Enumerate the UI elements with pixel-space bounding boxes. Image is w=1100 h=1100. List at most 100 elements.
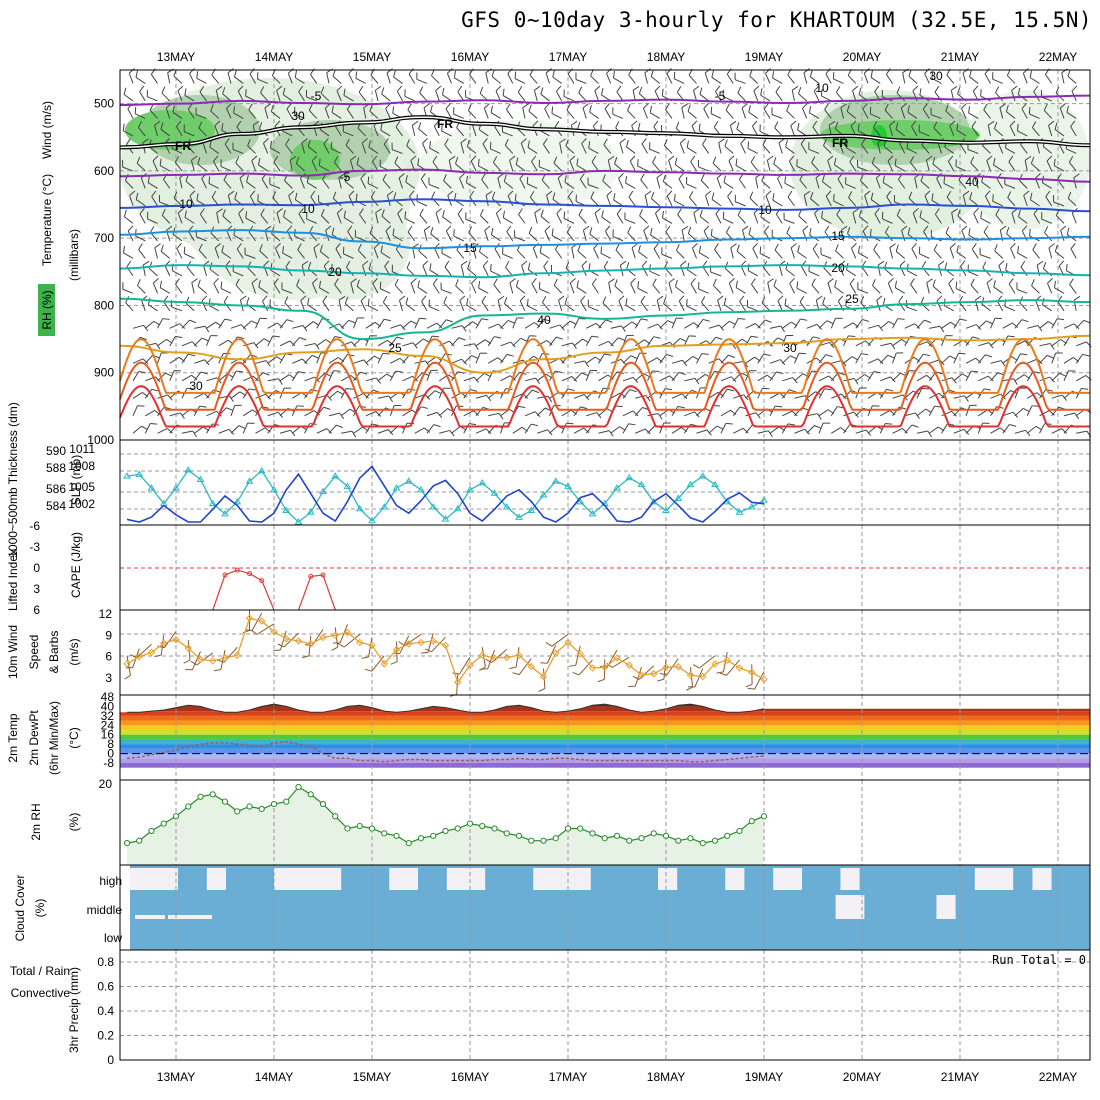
upper-air-barb-shaft <box>176 126 183 137</box>
upper-air-barb-shaft <box>197 163 207 172</box>
upper-air-barb-shaft <box>863 72 869 84</box>
upper-air-barb-flag <box>540 87 544 95</box>
upper-air-barb-flag <box>258 157 261 166</box>
upper-air-barb <box>723 297 734 312</box>
upper-air-barb <box>279 353 293 364</box>
upper-air-barb-shaft <box>1004 183 1016 189</box>
upper-air-barb <box>485 68 492 84</box>
upper-air-barb <box>911 120 918 137</box>
upper-air-barb-shaft <box>132 392 143 399</box>
upper-air-barb <box>271 227 281 242</box>
upper-air-barb <box>336 85 343 102</box>
upper-air-barb <box>671 405 685 417</box>
upper-air-barb-flag <box>348 68 354 74</box>
upper-air-barb <box>306 212 317 224</box>
upper-air-barb-flag <box>701 296 706 303</box>
upper-air-barb <box>338 173 345 189</box>
upper-air-barb <box>782 410 798 417</box>
upper-air-barb-shaft <box>516 127 526 137</box>
upper-air-barb-flag <box>1023 190 1030 196</box>
upper-air-barb-shaft <box>930 114 942 119</box>
upper-air-barb <box>684 411 700 418</box>
upper-air-barb-shaft <box>699 216 710 224</box>
upper-air-barb-flag <box>906 141 909 149</box>
upper-air-barb <box>840 103 847 119</box>
upper-air-barb-flag <box>895 122 899 130</box>
upper-air-barb <box>589 105 599 119</box>
upper-air-barb-flag <box>553 278 558 286</box>
upper-air-barb-flag <box>1053 158 1056 166</box>
upper-air-barb <box>820 247 832 259</box>
upper-air-barb-shaft <box>998 265 1004 277</box>
upper-air-barb <box>541 296 550 312</box>
upper-air-barb-shaft <box>1006 75 1016 84</box>
upper-air-barb <box>892 428 908 434</box>
upper-air-barb-shaft <box>405 303 416 312</box>
upper-air-barb-flag <box>576 280 579 288</box>
upper-air-barb-flag <box>620 260 627 266</box>
upper-air-barb-shaft <box>725 109 734 119</box>
upper-air-barb-shaft <box>514 78 526 84</box>
upper-air-barb-flag <box>184 88 187 96</box>
upper-air-barb <box>863 68 870 84</box>
upper-air-barb <box>561 422 574 434</box>
upper-air-barb <box>769 371 784 382</box>
upper-air-barb <box>861 138 869 154</box>
upper-air-barb-shaft <box>704 72 710 84</box>
upper-air-barb-flag <box>884 103 889 111</box>
upper-air-barb <box>643 225 650 242</box>
upper-air-barb-shaft <box>377 353 384 364</box>
upper-air-barb-shaft <box>883 268 893 277</box>
upper-air-barb-flag <box>406 261 411 269</box>
upper-air-barb <box>183 124 195 137</box>
upper-air-barb-shaft <box>248 231 256 242</box>
upper-air-barb-shaft <box>353 359 365 364</box>
upper-air-barb-flag <box>1035 425 1043 431</box>
upper-air-barb-shaft <box>127 108 134 119</box>
upper-air-barb <box>291 405 304 416</box>
upper-air-barb-shaft <box>745 323 756 329</box>
upper-air-barb-flag <box>1017 209 1021 217</box>
upper-air-barb-shaft <box>160 128 171 137</box>
upper-air-barb-flag <box>1029 70 1032 78</box>
upper-air-barb-shaft <box>198 127 207 137</box>
upper-air-barb-shaft <box>708 391 719 399</box>
upper-air-barb-shaft <box>751 284 759 294</box>
upper-air-barb-shaft <box>235 284 244 294</box>
upper-air-barb-flag <box>691 120 698 127</box>
upper-air-barb-shaft <box>604 108 612 119</box>
upper-air-barb-flag <box>431 191 436 199</box>
upper-air-barb-shaft <box>163 179 171 189</box>
upper-air-barb-flag <box>752 243 758 249</box>
upper-air-barb <box>712 278 722 294</box>
upper-air-barb <box>520 138 527 154</box>
upper-air-barb-shaft <box>774 127 783 137</box>
upper-air-barb-shaft <box>563 218 575 224</box>
upper-air-barb <box>408 68 416 84</box>
upper-air-barb-flag <box>638 86 643 94</box>
upper-air-barb-shaft <box>536 319 544 329</box>
upper-air-barb-shaft <box>569 160 575 172</box>
upper-air-barb-shaft <box>246 181 256 189</box>
upper-air-barb-shaft <box>916 374 927 382</box>
upper-air-barb <box>929 325 945 333</box>
upper-air-barb <box>622 355 638 364</box>
upper-air-barb-shaft <box>961 108 967 119</box>
upper-air-barb-shaft <box>512 393 523 399</box>
upper-air-barb-shaft <box>801 108 808 119</box>
upper-air-barb-shaft <box>618 300 624 312</box>
upper-air-barb-flag <box>361 138 368 144</box>
upper-air-barb <box>909 155 918 172</box>
upper-air-barb-flag <box>702 318 710 322</box>
upper-air-barb-shaft <box>514 236 526 242</box>
upper-air-barb-flag <box>338 173 345 179</box>
upper-air-barb <box>495 85 502 102</box>
upper-air-barb-flag <box>885 422 893 425</box>
upper-air-barb-flag <box>616 85 622 93</box>
upper-air-barb-shaft <box>949 247 955 259</box>
upper-air-barb-shaft <box>157 338 167 347</box>
upper-air-barb <box>937 260 945 276</box>
upper-air-barb <box>577 244 587 259</box>
upper-air-barb-flag <box>210 104 214 112</box>
upper-air-barb-shaft <box>369 110 379 119</box>
